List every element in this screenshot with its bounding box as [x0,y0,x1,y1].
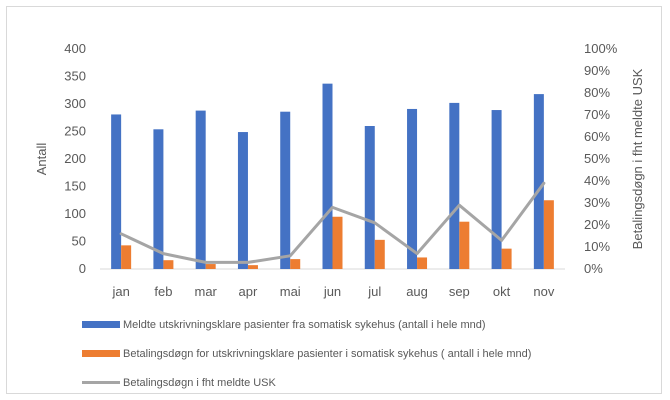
bar-betalingsdogn [247,265,258,269]
x-tick-label: nov [533,284,554,299]
bar-meldte-usk [322,83,333,270]
bar-meldte-usk [153,129,164,269]
x-tick-label: jul [367,284,381,299]
x-tick-label: sep [449,284,470,299]
y-tick-label: 300 [64,96,86,111]
x-tick-label: jan [111,284,129,299]
y2-tick-label: 0% [584,261,603,276]
y-axis-title: Antall [34,143,49,176]
y2-tick-label: 100% [584,41,618,56]
bar-meldte-usk [449,102,460,270]
y2-tick-label: 50% [584,151,610,166]
line-series-group [119,181,546,264]
legend-label: Betalingsdøgn for utskrivningsklare pasi… [123,348,531,360]
bars-group [111,83,554,270]
bar-betalingsdogn [417,257,428,269]
bar-betalingsdogn [501,248,512,269]
bar-betalingsdogn [205,264,216,269]
bar-meldte-usk [195,110,206,269]
bar-meldte-usk [533,94,544,269]
bar-betalingsdogn [163,260,174,269]
y2-tick-label: 70% [584,107,610,122]
bar-meldte-usk [364,126,375,269]
legend-label: Meldte utskrivningsklare pasienter fra s… [123,319,486,331]
x-tick-label: mar [194,284,217,299]
bar-betalingsdogn [459,221,470,269]
left-axis-ticks: 0 50 100 150 200 250 300 350 400 [64,41,86,276]
y2-tick-label: 40% [584,173,610,188]
y-tick-label: 250 [64,124,86,139]
y2-axis-title: Betalingsdøgn i fht meldte USK [630,68,645,249]
bar-betalingsdogn [290,259,301,269]
x-tick-label: feb [154,284,172,299]
y-tick-label: 0 [79,261,86,276]
y2-tick-label: 10% [584,239,610,254]
bar-betalingsdogn [121,245,132,269]
right-axis-ticks: 0% 10% 20% 30% 40% 50% 60% 70% 80% 90% 100% [584,41,618,276]
y2-tick-label: 80% [584,85,610,100]
x-axis-ticks: jan feb mar apr mai jun jul aug sep okt nov [111,284,554,299]
legend-swatch-meldte-usk [82,321,120,328]
legend: Meldte utskrivningsklare pasienter fra s… [82,319,531,389]
x-tick-label: jun [323,284,341,299]
bar-betalingsdogn [332,216,343,269]
legend-swatch-betalingsdogn [82,350,120,357]
bar-meldte-usk [407,108,418,269]
bar-meldte-usk [111,114,122,269]
bar-meldte-usk [237,132,248,269]
y-tick-label: 100 [64,206,86,221]
bar-meldte-usk [491,110,502,269]
bar-betalingsdogn [374,239,385,269]
x-tick-label: okt [493,284,511,299]
x-tick-label: mai [280,284,301,299]
y2-tick-label: 90% [584,63,610,78]
x-tick-label: apr [239,284,258,299]
x-tick-label: aug [406,284,428,299]
y-tick-label: 350 [64,69,86,84]
bar-betalingsdogn [543,200,554,269]
y2-tick-label: 60% [584,129,610,144]
y-tick-label: 50 [72,234,86,249]
legend-label: Betalingsdøgn i fht meldte USK [123,377,277,389]
bar-meldte-usk [280,111,291,269]
y-tick-label: 400 [64,41,86,56]
y-tick-label: 150 [64,179,86,194]
y2-tick-label: 30% [584,195,610,210]
line-betalingsdogn-ratio [119,181,546,264]
y-tick-label: 200 [64,151,86,166]
y2-tick-label: 20% [584,217,610,232]
